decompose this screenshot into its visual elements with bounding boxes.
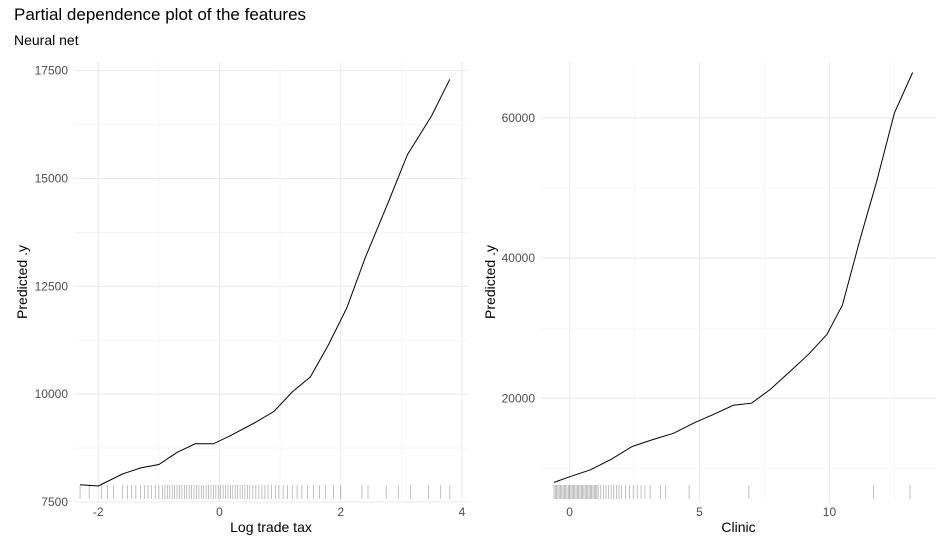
x-tick-label: 4 bbox=[459, 505, 466, 519]
y-tick-label: 15000 bbox=[35, 171, 69, 185]
y-axis-title: Predicted .y bbox=[14, 245, 30, 319]
partial-dependence-line bbox=[80, 79, 451, 487]
x-tick-label: 0 bbox=[216, 505, 223, 519]
y-tick-label: 12500 bbox=[35, 279, 69, 293]
x-axis-title: Log trade tax bbox=[230, 519, 312, 535]
chart-subtitle: Neural net bbox=[14, 32, 79, 48]
x-tick-label: 2 bbox=[337, 505, 344, 519]
x-tick-label: -2 bbox=[93, 505, 104, 519]
y-tick-label: 17500 bbox=[35, 64, 69, 78]
y-tick-label: 7500 bbox=[41, 495, 68, 509]
chart-title: Partial dependence plot of the features bbox=[14, 5, 307, 24]
y-tick-label: 10000 bbox=[35, 387, 69, 401]
